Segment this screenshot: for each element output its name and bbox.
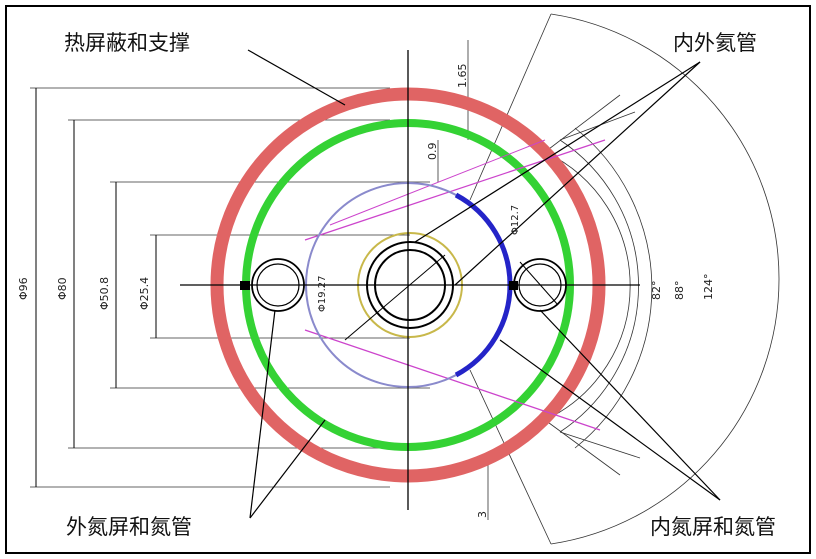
dim-124deg: 124° (702, 274, 715, 301)
dim-d19-27: Φ19.27 (317, 276, 328, 313)
support-lines (304, 139, 606, 431)
leader-lines (247, 49, 721, 519)
dim-3: 3 (476, 511, 489, 518)
dim-d50-8: Φ50.8 (98, 277, 111, 310)
label-outer-nitrogen: 外氮屏和氮管 (66, 515, 192, 539)
angle-arcs (469, 13, 780, 545)
dim-82deg: 82° (650, 281, 663, 301)
dim-88deg: 88° (673, 281, 686, 301)
label-inner-outer-helium: 内外氦管 (673, 31, 757, 55)
dim-d96: Φ96 (17, 277, 30, 300)
dim-d12-7: Φ12.7 (510, 205, 521, 235)
label-heat-shield: 热屏蔽和支撑 (64, 31, 190, 55)
dim-d80: Φ80 (56, 277, 69, 300)
label-inner-nitrogen: 内氮屏和氮管 (650, 515, 776, 539)
dim-0-9: 0.9 (426, 143, 439, 161)
dim-d25-4: Φ25.4 (138, 277, 151, 310)
dimension-lines (30, 40, 489, 520)
drawing-frame (5, 5, 811, 554)
dim-1-65: 1.65 (456, 64, 469, 89)
